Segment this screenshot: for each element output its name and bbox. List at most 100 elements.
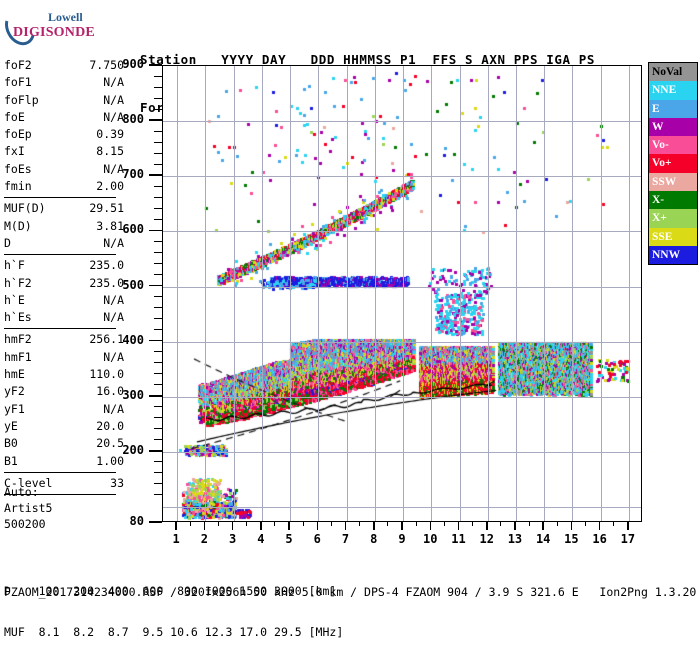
param-value: 29.51 (89, 201, 124, 216)
param-key: yF1 (4, 401, 25, 416)
autoscaling-info: Auto: Artist5 500200 (4, 484, 52, 532)
param-key: foF2 (4, 58, 32, 72)
param-key: B0 (4, 436, 18, 451)
gridline-vertical (177, 66, 179, 521)
param-key: foEs (4, 161, 32, 176)
param-row: M(D) 3.81 (4, 218, 124, 235)
param-value: N/A (103, 292, 124, 307)
param-row: C-level 33 (4, 475, 124, 492)
legend-item-label: NNW (652, 248, 681, 261)
y-axis-tick-minor (154, 273, 162, 275)
gridline-horizontal (163, 286, 641, 288)
x-axis-label: 15 (564, 532, 579, 546)
param-key: hmF1 (4, 349, 32, 364)
gridline-horizontal (163, 507, 641, 508)
legend-item-nne[interactable]: NNE (649, 81, 697, 100)
legend-item-sse[interactable]: SSE (649, 227, 697, 246)
legend-item-w[interactable]: W (649, 117, 697, 137)
gridline-vertical (205, 66, 207, 521)
auto-label: Auto: (4, 485, 39, 499)
y-axis-tick-minor (154, 196, 162, 198)
legend-item-vo-[interactable]: Vo+ (649, 154, 697, 173)
param-row: yE 20.0 (4, 418, 124, 435)
y-axis-tick-major (149, 521, 162, 523)
x-axis-tick (486, 522, 488, 530)
lowell-digisonde-logo: Lowell DIGISONDE (0, 5, 116, 51)
legend-item-x-[interactable]: X+ (649, 209, 697, 228)
gridline-horizontal (163, 396, 641, 398)
gridline-vertical (600, 66, 602, 521)
y-axis-tick-minor (154, 262, 162, 264)
param-key: M(D) (4, 218, 32, 233)
gridline-vertical (515, 66, 517, 521)
y-axis-tick-minor (154, 406, 162, 408)
param-value: N/A (103, 349, 124, 364)
legend-item-label: Vo+ (652, 157, 672, 170)
y-axis-tick-major (149, 339, 162, 342)
x-axis-label: 1 (172, 532, 180, 546)
x-axis-label: 6 (313, 532, 321, 546)
x-axis-label: 12 (479, 532, 494, 546)
x-axis-label: 17 (620, 532, 636, 546)
param-key: foE (4, 109, 25, 124)
x-axis-label: 4 (257, 532, 265, 546)
param-value: 33 (110, 475, 124, 490)
param-row: B1 1.00 (4, 453, 124, 470)
legend-item-noval[interactable]: NoVal (649, 63, 697, 82)
x-axis-tick (260, 522, 262, 530)
gridline-vertical (628, 66, 630, 521)
direction-legend[interactable]: NoVal NNE E W Vo- Vo+ SSW X- X+ SSE NNW (648, 62, 698, 266)
param-row: hmF2 256.1 (4, 331, 124, 348)
param-value: N/A (103, 92, 124, 107)
gridline-vertical (431, 66, 433, 521)
gridline-vertical (544, 66, 546, 521)
y-axis-tick-major (149, 174, 162, 177)
param-row: foFlp N/A (4, 92, 124, 109)
x-axis-tick (570, 522, 573, 530)
x-axis-label: 5 (285, 532, 293, 546)
x-axis-label: 16 (592, 532, 607, 546)
param-row: hmF1 N/A (4, 349, 124, 366)
y-axis-tick-minor (154, 494, 162, 496)
param-row: foF1 N/A (4, 74, 124, 91)
legend-item-ssw[interactable]: SSW (649, 172, 697, 192)
gridline-vertical (374, 66, 376, 521)
x-axis-tick (316, 522, 319, 530)
x-axis-tick (429, 522, 432, 530)
gridline-vertical (318, 66, 320, 521)
param-row: yF1 N/A (4, 401, 124, 418)
param-key: hmE (4, 367, 25, 382)
param-row: h`Es N/A (4, 309, 124, 326)
gridline-vertical (403, 66, 404, 521)
gridline-vertical (459, 66, 461, 521)
param-key: hmF2 (4, 332, 32, 347)
param-value: N/A (103, 109, 124, 124)
param-divider (4, 328, 116, 330)
y-axis-tick-minor (154, 384, 162, 386)
param-value: 235.0 (89, 275, 124, 290)
x-axis-tick (542, 522, 544, 530)
legend-item-label: SSE (652, 230, 673, 243)
gridline-horizontal (163, 231, 641, 233)
gridline-horizontal (163, 451, 641, 453)
legend-item-x-[interactable]: X- (649, 191, 697, 210)
y-axis-tick-minor (154, 373, 162, 375)
ionogram-plot[interactable] (162, 65, 643, 523)
y-axis-tick-minor (154, 240, 162, 242)
legend-item-e[interactable]: E (649, 99, 697, 118)
logo-lowell-text: Lowell (48, 10, 83, 24)
gridline-vertical (346, 66, 348, 521)
legend-item-nnw[interactable]: NNW (649, 245, 697, 265)
param-value: N/A (103, 75, 124, 90)
param-value: 7.750 (89, 58, 124, 72)
param-key: D (4, 235, 11, 250)
file-info-line: FZAOM_2017314234000.RSF / 320fx256h 50 k… (4, 585, 697, 599)
x-axis-tick (627, 522, 629, 530)
param-key: B1 (4, 453, 18, 468)
x-axis-label: 13 (507, 532, 523, 546)
y-axis-tick-minor (154, 307, 162, 309)
x-axis-tick (514, 522, 516, 530)
gridline-vertical (487, 66, 489, 521)
param-row: MUF(D) 29.51 (4, 200, 124, 217)
legend-item-vo-[interactable]: Vo- (649, 136, 697, 155)
